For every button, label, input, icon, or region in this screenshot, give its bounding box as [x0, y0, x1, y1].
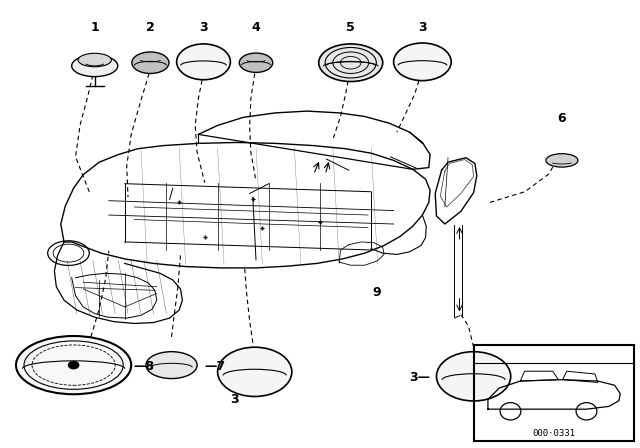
- Text: 3: 3: [418, 21, 427, 34]
- Text: 3: 3: [199, 21, 208, 34]
- Bar: [474, 345, 634, 441]
- Ellipse shape: [319, 44, 383, 82]
- Text: 9: 9: [372, 285, 381, 299]
- Ellipse shape: [72, 55, 118, 77]
- Ellipse shape: [78, 53, 111, 67]
- Text: 6: 6: [557, 112, 566, 125]
- Text: 5: 5: [346, 21, 355, 34]
- Ellipse shape: [177, 44, 230, 80]
- Text: 4: 4: [252, 21, 260, 34]
- Text: 3: 3: [230, 393, 239, 406]
- Ellipse shape: [146, 352, 197, 379]
- Ellipse shape: [394, 43, 451, 81]
- Text: —7: —7: [205, 360, 226, 373]
- Text: 1: 1: [90, 21, 99, 34]
- Text: 3—: 3—: [409, 370, 430, 384]
- Text: —8: —8: [133, 360, 154, 373]
- Ellipse shape: [239, 53, 273, 73]
- Ellipse shape: [436, 352, 511, 401]
- Ellipse shape: [132, 52, 169, 73]
- Ellipse shape: [16, 336, 131, 394]
- Ellipse shape: [546, 154, 578, 167]
- Text: 2: 2: [146, 21, 155, 34]
- Text: 000·0331: 000·0331: [532, 429, 575, 438]
- Ellipse shape: [218, 347, 292, 396]
- Circle shape: [68, 362, 79, 369]
